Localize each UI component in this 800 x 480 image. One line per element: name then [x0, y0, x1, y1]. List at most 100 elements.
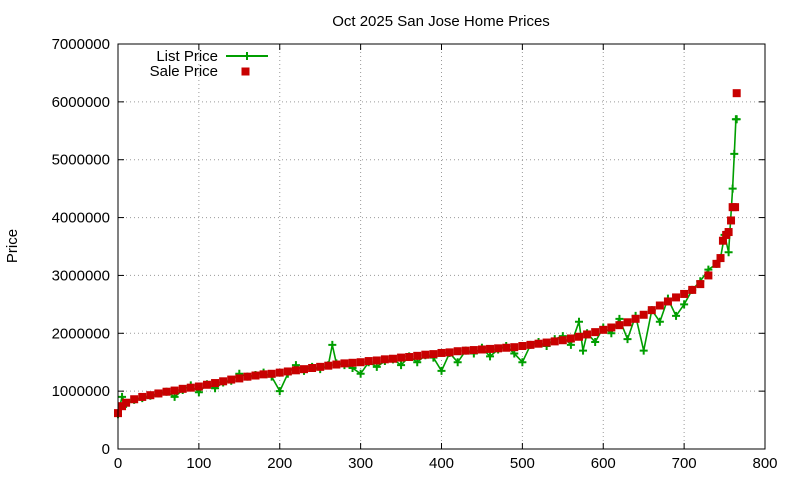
sale-price-point: [316, 362, 325, 371]
list-price-point: [518, 358, 527, 367]
sale-price-point: [566, 334, 575, 343]
sale-price-point: [731, 203, 740, 212]
y-tick-label: 3000000: [52, 267, 110, 284]
list-price-point: [275, 387, 284, 396]
x-tick-label: 100: [186, 455, 211, 472]
sale-price-point: [162, 387, 171, 396]
sale-price-point: [502, 343, 511, 352]
sale-price-point: [574, 332, 583, 341]
chart-title: Oct 2025 San Jose Home Prices: [332, 13, 550, 30]
list-price-point: [328, 340, 337, 349]
list-price-point: [623, 335, 632, 344]
sale-price-point: [291, 366, 300, 375]
sale-price-point: [146, 391, 155, 400]
sale-price-point: [672, 293, 681, 302]
sale-price-point: [170, 386, 179, 395]
sale-price-point: [469, 346, 478, 355]
sale-price-point: [300, 365, 309, 374]
sale-price-point: [243, 372, 252, 381]
sale-price-point: [259, 370, 268, 379]
sale-price-point: [340, 359, 349, 368]
sale-price-point: [202, 380, 211, 389]
sale-price-point: [607, 323, 616, 332]
y-tick-label: 1000000: [52, 383, 110, 400]
sale-price-point: [631, 314, 640, 323]
sale-price-point: [615, 321, 624, 330]
sale-price-point: [154, 389, 163, 398]
sale-price-point: [558, 336, 567, 345]
list-price-point: [453, 358, 462, 367]
sale-price-point: [623, 318, 632, 327]
sale-price-point: [437, 348, 446, 357]
list-price-point: [680, 300, 689, 309]
list-price-point: [728, 184, 737, 193]
sale-price-point: [308, 364, 317, 372]
legend-marker-list-price: [243, 52, 251, 60]
sale-price-point: [718, 236, 727, 245]
sale-price-point: [486, 344, 495, 353]
sale-price-point: [388, 354, 397, 363]
y-tick-label: 5000000: [52, 152, 110, 169]
sale-price-point: [732, 89, 741, 98]
sale-price-point: [267, 369, 276, 378]
sale-price-point: [348, 358, 357, 367]
y-tick-label: 6000000: [52, 94, 110, 111]
sale-price-point: [599, 325, 608, 334]
sale-price-point: [583, 330, 592, 339]
y-tick-label: 4000000: [52, 210, 110, 227]
sale-price-point: [130, 395, 139, 404]
x-tick-label: 500: [510, 455, 535, 472]
sale-price-point: [178, 384, 187, 393]
list-price-point: [356, 369, 365, 378]
sale-price-point: [550, 337, 559, 346]
list-price-point: [732, 115, 741, 124]
data-series: [114, 89, 741, 419]
sale-price-point: [429, 350, 438, 359]
sale-price-point: [283, 367, 292, 376]
sale-price-point: [724, 228, 733, 237]
sale-price-point: [251, 371, 260, 380]
sale-price-point: [518, 342, 527, 351]
sale-price-point: [219, 377, 228, 386]
sale-price-point: [647, 306, 656, 315]
y-axis-label: Price: [4, 229, 21, 263]
sale-price-point: [118, 402, 127, 411]
sale-price-point: [688, 285, 697, 294]
sale-price-point: [122, 398, 131, 407]
list-price-line: [117, 118, 737, 415]
sale-price-point: [716, 254, 725, 263]
list-price-point: [579, 346, 588, 355]
list-price-point: [574, 317, 583, 326]
sale-price-point: [405, 353, 414, 362]
sale-price-point: [275, 368, 284, 377]
sale-price-point: [227, 375, 236, 384]
sale-price-point: [186, 383, 195, 392]
x-tick-label: 400: [429, 455, 454, 472]
x-tick-label: 0: [114, 455, 122, 472]
list-price-point: [724, 248, 733, 257]
y-tick-label: 2000000: [52, 325, 110, 342]
list-price-point: [486, 352, 495, 361]
list-price-point: [397, 361, 406, 370]
sale-price-point: [542, 338, 551, 347]
sale-price-point: [364, 357, 373, 366]
sale-price-point: [453, 347, 462, 356]
sale-price-point: [704, 271, 713, 280]
axis-ticks: 0 100 200 300 400 500 600 700 800 0 1000000 2000000…: [52, 36, 778, 472]
list-price-point: [591, 337, 600, 346]
legend: List Price Sale Price: [150, 48, 268, 80]
sale-price-point: [461, 346, 470, 355]
sale-price-point: [397, 353, 406, 362]
sale-price-point: [534, 339, 543, 348]
sale-price-point: [727, 216, 736, 225]
x-tick-label: 800: [752, 455, 777, 472]
sale-price-point: [477, 345, 486, 354]
legend-label-sale-price: Sale Price: [150, 63, 218, 80]
sale-price-point: [639, 310, 648, 319]
sale-price-point: [194, 382, 203, 391]
sale-price-point: [510, 343, 519, 352]
x-tick-label: 700: [672, 455, 697, 472]
x-tick-label: 600: [591, 455, 616, 472]
sale-price-point: [380, 355, 389, 364]
